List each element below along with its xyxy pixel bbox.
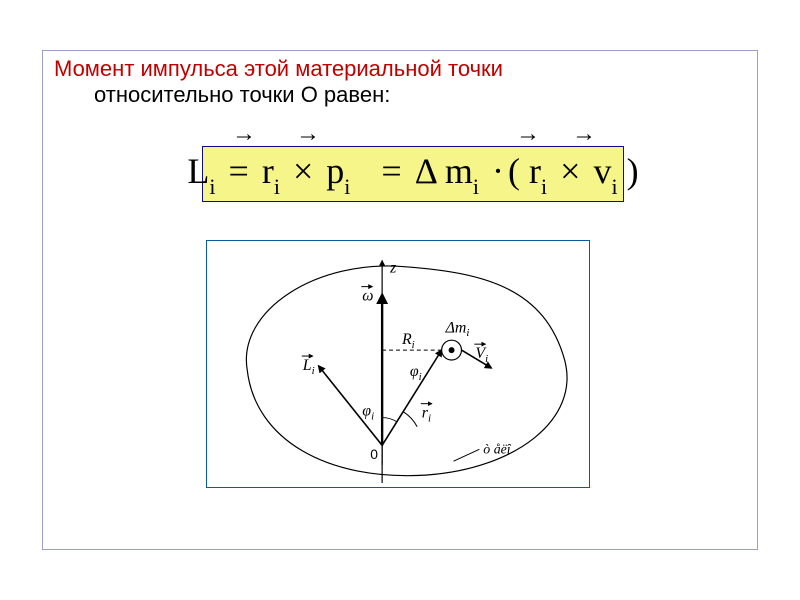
svg-text:0: 0 [370,446,378,462]
eq-sub-i: i [209,174,215,199]
eq-v: v [593,151,611,191]
eq-r: r [262,151,274,191]
eq-dot: · [488,151,508,191]
eq-p: p [326,151,344,191]
title-block: Момент импульса этой материальной точки … [54,56,503,108]
eq-L: L [187,151,209,191]
vector-arrow-glyph: → [232,120,256,148]
diagram-box: zω ri Li Ri ViΔmi 0 φi φi ò åëî [206,240,590,488]
eq-rparen: ) [627,151,639,191]
eq-r: r [529,151,541,191]
title-line-1: Момент импульса этой материальной точки [54,56,503,82]
vector-arrow-glyph: → [516,120,540,148]
svg-text:Ri: Ri [401,331,415,351]
svg-text:Vi: Vi [475,345,488,365]
equation-box: Li = ri × pi = Δ mi ·( ri × vi ) [202,146,624,202]
svg-text:ò åëî: ò åëî [483,442,512,457]
svg-text:z: z [389,260,396,277]
svg-text:Δmi: Δmi [445,319,470,339]
svg-text:ri: ri [422,405,431,425]
eq-times: × [556,151,584,191]
eq-equals: = [225,151,253,191]
eq-sub-i: i [344,174,350,199]
equation: Li = ri × pi = Δ mi ·( ri × vi ) [187,150,638,197]
eq-sub-i: i [274,174,280,199]
title-line-2: относительно точки O равен: [94,82,503,108]
eq-delta: Δ [415,151,436,191]
eq-equals: = [377,151,405,191]
eq-sub-i: i [611,174,617,199]
vector-arrow-glyph: → [572,120,596,148]
eq-sub-i: i [541,174,547,199]
eq-times: × [289,151,317,191]
eq-lparen: ( [508,151,520,191]
eq-sub-i: i [473,174,479,199]
physics-diagram: zω ri Li Ri ViΔmi 0 φi φi ò åëî [207,241,589,487]
svg-text:Li: Li [302,357,315,377]
vector-arrow-glyph: → [296,120,320,148]
eq-m: m [445,151,473,191]
svg-text:φi: φi [410,363,422,383]
svg-text:ω: ω [362,288,373,305]
svg-text:φi: φi [362,403,374,423]
